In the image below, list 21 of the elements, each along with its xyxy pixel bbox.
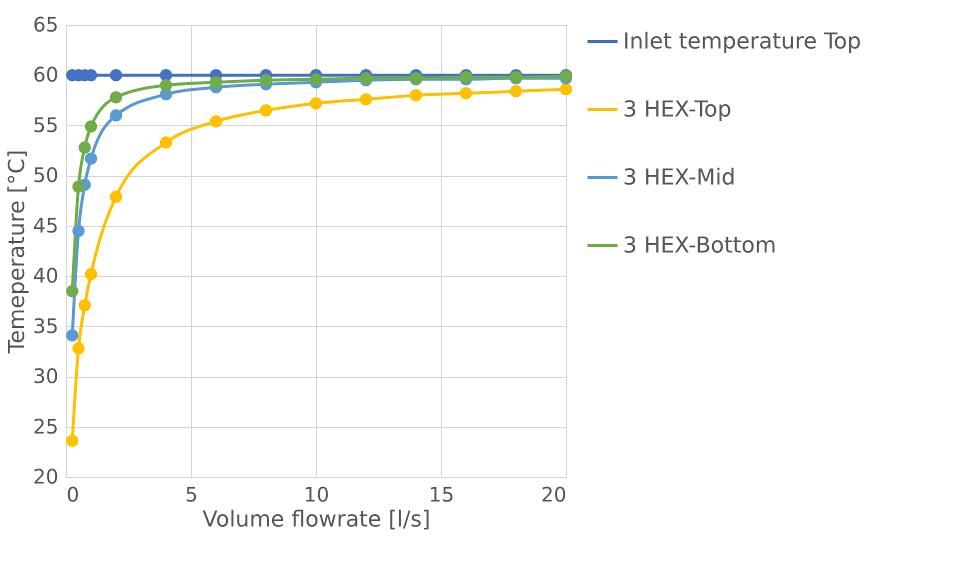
y-tick-label: 25 [33, 414, 58, 438]
x-tick-label: 10 [304, 482, 330, 506]
x-tick-label: 20 [541, 482, 566, 506]
y-axis-title: Temeperature [°C] [5, 150, 30, 354]
y-tick-label: 65 [33, 12, 58, 36]
legend-label: 3 HEX-Bottom [623, 234, 776, 258]
y-tick-label: 35 [33, 314, 58, 338]
y-tick-label: 60 [33, 62, 58, 87]
y-tick-label: 50 [33, 163, 58, 188]
x-tick-label: 0 [66, 482, 80, 506]
y-tick-label: 30 [33, 364, 58, 388]
legend-label: 3 HEX-Top [623, 98, 732, 122]
legend-label: Inlet temperature Top [623, 30, 862, 54]
y-tick-label: 45 [33, 213, 58, 238]
x-tick-label: 15 [428, 482, 454, 506]
y-tick-label: 55 [33, 112, 58, 137]
y-tick-label: 40 [33, 264, 58, 288]
x-tick-label: 5 [185, 482, 198, 506]
legend-label: 3 HEX-Mid [623, 166, 736, 190]
x-axis-title: Volume flowrate [l/s] [202, 508, 430, 532]
y-tick-label: 20 [33, 464, 58, 488]
